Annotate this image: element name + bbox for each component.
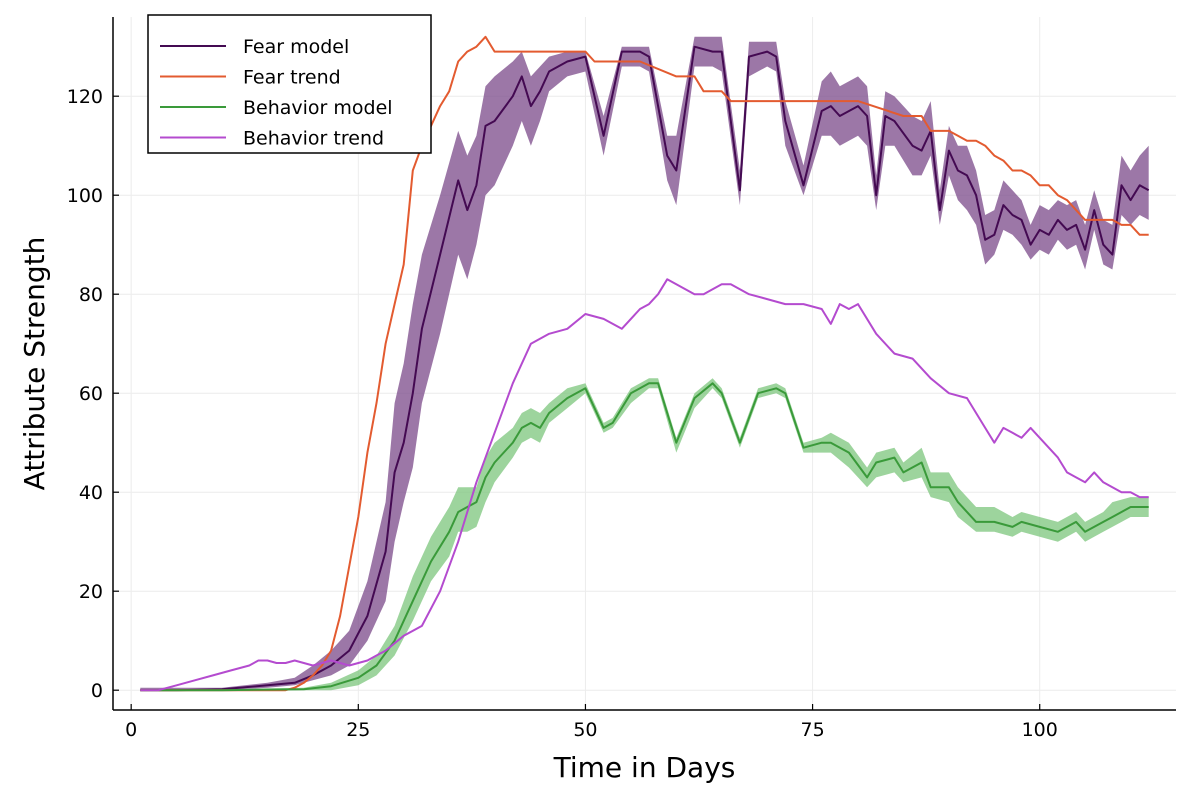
line-fear-model [140,45,1150,692]
legend-label: Behavior model [243,97,393,119]
axes: 0 25 50 75 100 0 20 40 60 80 100 120 [67,17,1176,741]
line-behavior-model [140,382,1149,692]
x-tick-label: 100 [1022,719,1058,741]
legend: Fear model Fear trend Behavior model Behavi… [147,14,432,154]
x-tick-label: 50 [573,719,597,741]
band-behavior-model [140,378,1149,691]
x-axis-title: Time in Days [553,751,736,784]
y-tick-label: 20 [79,581,103,603]
y-axis-title: Attribute Strength [18,237,51,491]
y-tick-label: 60 [79,383,103,405]
confidence-bands [140,36,1149,691]
y-tick-label: 120 [67,86,103,108]
y-tick-label: 0 [91,680,103,702]
line-fear-trend [140,35,1149,692]
x-tick-label: 0 [125,719,137,741]
legend-label: Behavior trend [243,128,384,150]
y-tick-label: 100 [67,185,103,207]
x-tick-label: 25 [346,719,370,741]
line-behavior-trend [140,278,1149,692]
y-tick-label: 80 [79,284,103,306]
legend-box [147,14,432,154]
x-tick-label: 75 [800,719,824,741]
legend-label: Fear trend [243,67,341,89]
band-fear-model [140,36,1149,691]
legend-label: Fear model [243,36,349,58]
y-tick-label: 40 [79,482,103,504]
series-lines [140,35,1150,692]
